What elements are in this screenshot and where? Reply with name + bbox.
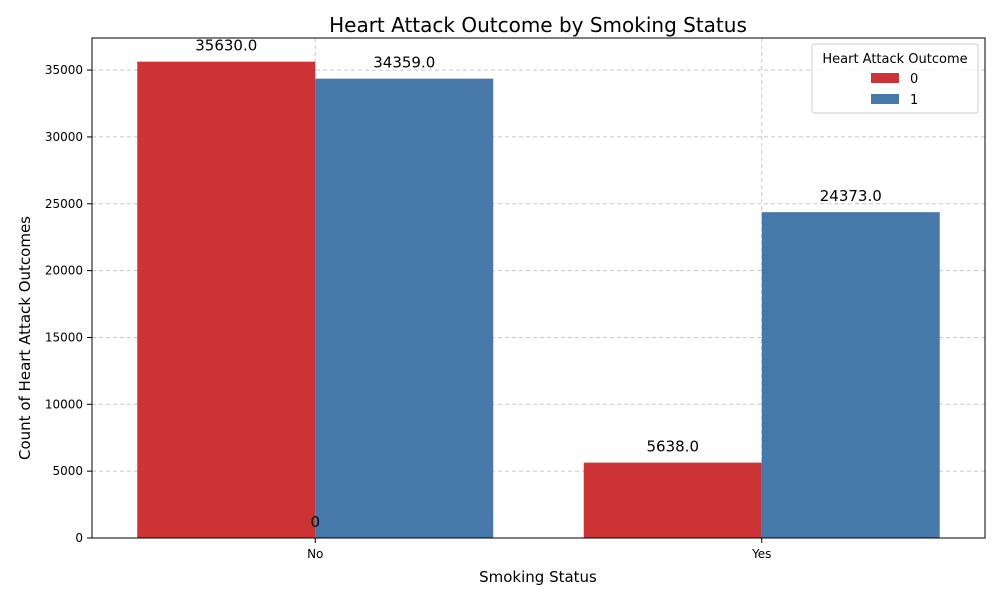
legend-label-0: 0 [910,72,918,87]
legend-swatch-0 [871,73,899,83]
axis-ticks: 0 5000 10000 15000 20000 25000 30000 35000 No Yes [45,63,772,561]
data-label-zero: 0 [310,513,320,531]
bar-1-yes [761,212,940,538]
y-tick-label: 15000 [45,330,83,344]
data-label: 34359.0 [373,54,435,72]
y-tick-label: 20000 [45,264,83,278]
y-tick-label: 5000 [52,464,83,478]
legend-swatch-1 [871,94,899,104]
data-labels: 35630.0 5638.0 34359.0 24373.0 0 [195,37,882,531]
y-axis-label: Count of Heart Attack Outcomes [16,216,34,460]
x-tick-label: Yes [751,547,771,561]
y-tick-label: 10000 [45,397,83,411]
chart-title: Heart Attack Outcome by Smoking Status [329,13,747,37]
y-tick-label: 30000 [45,130,83,144]
bar-1-no [315,78,494,538]
bar-0-no [137,61,316,539]
plot-frame [91,37,986,539]
legend: Heart Attack Outcome 0 1 [811,43,979,114]
x-axis-label: Smoking Status [479,568,597,586]
y-tick-label: 35000 [45,63,83,77]
bars [137,61,940,539]
data-label: 35630.0 [195,37,257,55]
y-tick-label: 0 [75,531,83,545]
y-tick-label: 25000 [45,197,83,211]
x-tick-label: No [307,547,323,561]
data-label: 5638.0 [647,438,700,456]
legend-title: Heart Attack Outcome [822,52,967,67]
legend-label-1: 1 [910,93,918,108]
data-label: 24373.0 [820,187,882,205]
bar-0-yes [583,462,762,538]
